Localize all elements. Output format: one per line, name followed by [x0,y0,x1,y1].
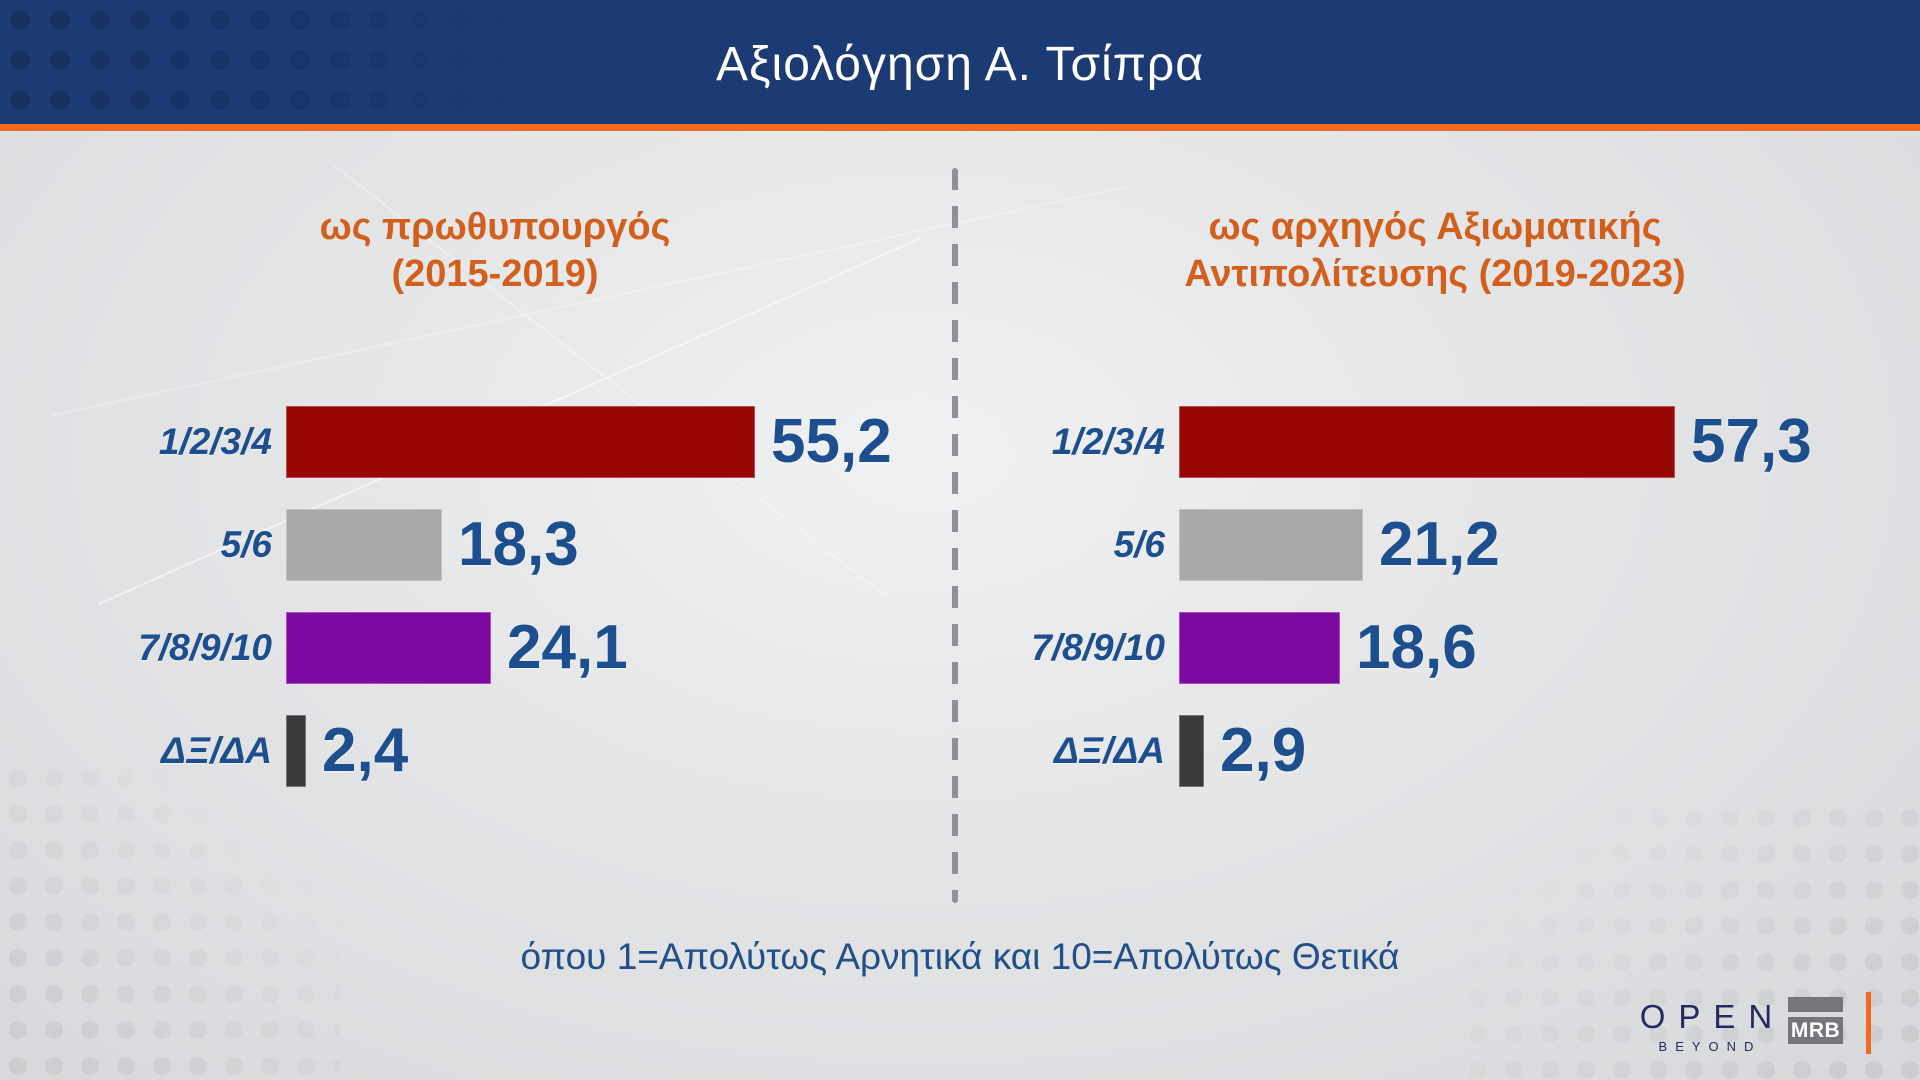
mrb-logo-bar [1788,997,1843,1012]
panel-divider [952,168,958,903]
value-label: 18,6 [1356,613,1477,682]
bar-1-2-3-4 [1179,406,1675,478]
category-label: 7/8/9/10 [138,627,272,668]
panel-heading-line2: (2015-2019) [391,253,599,295]
bar-row: ΔΞ/ΔΑ 2,4 [80,715,910,787]
category-label: 5/6 [220,524,272,565]
panel-heading-line1: ως πρωθυπουργός [319,206,671,248]
background-dots-bottom-left [0,760,340,1080]
bar-7-8-9-10 [1179,612,1340,684]
panel-heading: ως αρχηγός Αξιωματικής Αντιπολίτευσης (2… [985,204,1885,298]
bar-row: 1/2/3/4 55,2 [80,406,910,478]
value-label: 57,3 [1691,407,1812,476]
scale-explanation-note: όπου 1=Απολύτως Αρνητικά και 10=Απολύτως… [520,936,1400,977]
chart-panel-opposition-leader: ως αρχηγός Αξιωματικής Αντιπολίτευσης (2… [985,150,1885,830]
accent-rule [0,124,1920,131]
open-logo-tagline: BEYOND [1658,1039,1762,1054]
bar-row: 1/2/3/4 57,3 [985,406,1885,478]
bar-1-2-3-4 [286,406,755,478]
value-label: 24,1 [507,613,628,682]
page-title: Αξιολόγηση Α. Τσίπρα [716,38,1204,91]
bar-row: 7/8/9/10 18,6 [985,612,1885,684]
panel-heading-line2: Αντιπολίτευσης (2019-2023) [1184,253,1686,295]
value-label: 2,4 [322,716,409,785]
mrb-logo-box: MRB [1788,1017,1843,1044]
bar-7-8-9-10 [286,612,491,684]
bar-5-6 [1179,509,1363,581]
bar-rows: 1/2/3/4 55,2 5/6 18,3 7/8/9/10 24,1 ΔΞ/Δ… [80,406,910,787]
bar-rows: 1/2/3/4 57,3 5/6 21,2 7/8/9/10 18,6 ΔΞ/Δ… [985,406,1885,787]
category-label: 5/6 [1113,524,1165,565]
open-tv-logo: OPEN BEYOND [1636,998,1776,1054]
category-label: ΔΞ/ΔΑ [1054,730,1165,771]
mrb-logo: MRB [1788,997,1843,1044]
bar-row: 7/8/9/10 24,1 [80,612,910,684]
title-banner: Αξιολόγηση Α. Τσίπρα [0,0,1920,124]
bar-dk-na [1179,715,1204,787]
value-label: 18,3 [458,510,579,579]
mrb-logo-text: MRB [1790,1018,1841,1042]
open-logo-word: OPEN [1639,998,1786,1035]
panel-heading-line1: ως αρχηγός Αξιωματικής [1208,206,1662,248]
category-label: 7/8/9/10 [1031,627,1165,668]
background-dots-bottom-right [1460,800,1920,1080]
bar-row: 5/6 18,3 [80,509,910,581]
bar-row: 5/6 21,2 [985,509,1885,581]
value-label: 2,9 [1220,716,1307,785]
chart-panel-prime-minister: ως πρωθυπουργός (2015-2019) 1/2/3/4 55,2… [80,150,910,830]
bar-dk-na [286,715,306,787]
value-label: 21,2 [1379,510,1500,579]
value-label: 55,2 [771,407,892,476]
panel-heading: ως πρωθυπουργός (2015-2019) [80,204,910,298]
bar-row: ΔΞ/ΔΑ 2,9 [985,715,1885,787]
category-label: 1/2/3/4 [158,421,272,462]
category-label: ΔΞ/ΔΑ [161,730,272,771]
orange-separator-tick [1866,992,1871,1054]
category-label: 1/2/3/4 [1051,421,1165,462]
bar-5-6 [286,509,442,581]
